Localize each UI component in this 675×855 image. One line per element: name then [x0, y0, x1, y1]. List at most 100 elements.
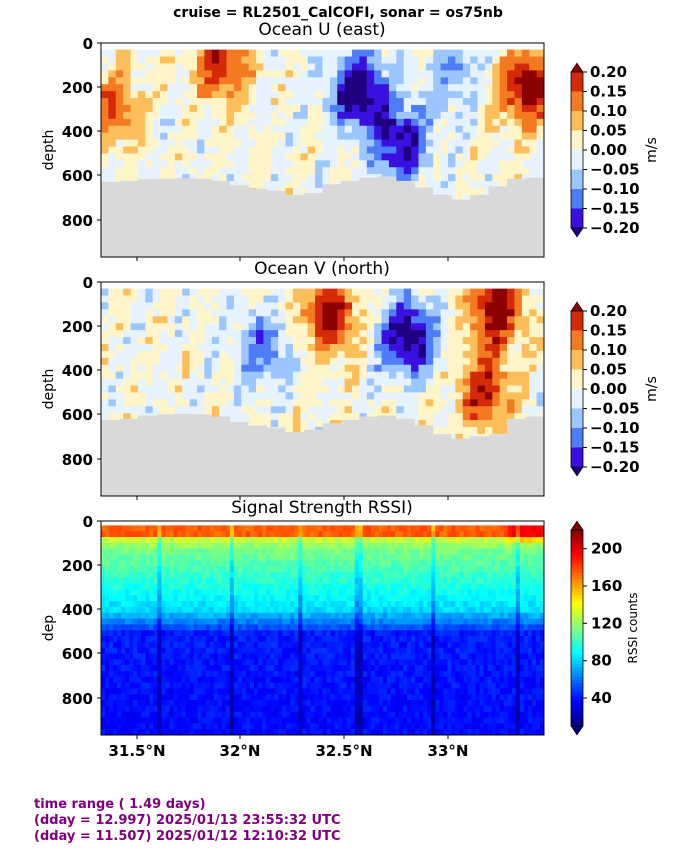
heatmap-cell [322, 566, 328, 573]
heatmap-cell [448, 302, 456, 310]
heatmap-cell [470, 188, 479, 196]
heatmap-cell [137, 531, 142, 538]
heatmap-cell [484, 343, 493, 352]
heatmap-cell [121, 723, 126, 730]
heatmap-cell [209, 583, 215, 591]
heatmap-cell [115, 118, 124, 127]
heatmap-cell [396, 56, 405, 65]
heatmap-cell [403, 132, 412, 141]
heatmap-cell [403, 323, 412, 331]
heatmap-cell [167, 392, 176, 400]
heatmap-cell [329, 153, 338, 161]
heatmap-cell [514, 174, 523, 182]
heatmap-cell [123, 357, 132, 366]
heatmap-cell [245, 729, 251, 735]
heatmap-cell [205, 583, 211, 591]
heatmap-cell [302, 531, 307, 538]
heatmap-cell [123, 139, 132, 148]
heatmap-cell [448, 146, 456, 155]
heatmap-cell [137, 406, 146, 414]
heatmap-cell [167, 104, 176, 113]
heatmap-cell [418, 420, 427, 428]
heatmap-cell [145, 295, 154, 304]
heatmap-cell [130, 357, 139, 366]
heatmap-cell [157, 682, 163, 690]
heatmap-cell [221, 711, 227, 719]
heatmap-cell [352, 413, 361, 421]
heatmap-cell [137, 641, 142, 649]
heatmap-cell [334, 525, 340, 532]
heatmap-cell [248, 70, 257, 78]
heatmap-cell [173, 694, 179, 701]
heatmap-cell [125, 612, 130, 620]
heatmap-cell [248, 364, 257, 373]
heatmap-cell [233, 682, 239, 690]
heatmap-cell [337, 91, 346, 99]
heatmap-cell [262, 554, 267, 561]
heatmap-cell [169, 665, 175, 672]
heatmap-cell [152, 56, 161, 65]
heatmap-cell [286, 606, 291, 614]
heatmap-cell [123, 343, 132, 352]
heatmap-cell [196, 174, 205, 182]
heatmap-cell [129, 548, 134, 556]
heatmap-cell [165, 630, 171, 637]
heatmap-cell [189, 316, 198, 324]
heatmap-cell [492, 49, 501, 58]
heatmap-cell [307, 139, 316, 148]
heatmap-cell [101, 63, 109, 71]
heatmap-cell [250, 560, 255, 567]
heatmap-cell [388, 160, 397, 168]
heatmap-cell [229, 688, 235, 695]
heatmap-cell [121, 601, 126, 608]
heatmap-cell [418, 49, 427, 58]
heatmap-cell [245, 717, 251, 724]
heatmap-cell [298, 618, 303, 625]
heatmap-cell [101, 653, 106, 660]
heatmap-cell [105, 618, 110, 625]
heatmap-cell [350, 606, 356, 614]
heatmap-cell [514, 132, 523, 141]
heatmap-cell [169, 624, 175, 631]
colorbar-segment [571, 311, 583, 331]
heatmap-cell [250, 682, 255, 690]
heatmap-cell [278, 723, 283, 730]
heatmap-cell [167, 91, 176, 99]
heatmap-u [101, 49, 544, 203]
heatmap-cell [189, 653, 195, 660]
colorbar-segment [571, 369, 583, 390]
heatmap-cell [197, 653, 203, 660]
heatmap-cell [189, 118, 198, 127]
heatmap-cell [193, 670, 199, 678]
heatmap-cell [521, 406, 530, 414]
heatmap-cell [258, 647, 263, 655]
heatmap-cell [477, 350, 486, 359]
heatmap-cell [282, 577, 287, 585]
heatmap-cell [536, 350, 544, 359]
heatmap-cell [350, 711, 356, 719]
heatmap-cell [182, 323, 191, 331]
heatmap-cell [396, 91, 405, 99]
heatmap-cell [196, 337, 205, 345]
heatmap-cell [381, 406, 390, 414]
heatmap-cell [270, 371, 279, 380]
heatmap-cell [197, 624, 203, 631]
heatmap-cell [133, 624, 138, 631]
heatmap-cell [245, 537, 251, 544]
heatmap-cell [258, 560, 263, 567]
heatmap-cell [484, 413, 493, 421]
heatmap-cell [129, 601, 134, 608]
heatmap-cell [185, 630, 191, 637]
heatmap-cell [254, 670, 259, 678]
heatmap-cell [366, 56, 375, 65]
heatmap-cell [248, 343, 257, 352]
heatmap-cell [130, 56, 139, 65]
heatmap-cell [152, 160, 161, 168]
heatmap-cell [315, 174, 324, 182]
heatmap-cell [213, 659, 219, 666]
heatmap-cell [237, 531, 243, 538]
heatmap-cell [455, 188, 464, 196]
heatmap-cell [145, 146, 154, 155]
heatmap-cell [315, 330, 324, 338]
heatmap-cell [330, 525, 336, 532]
